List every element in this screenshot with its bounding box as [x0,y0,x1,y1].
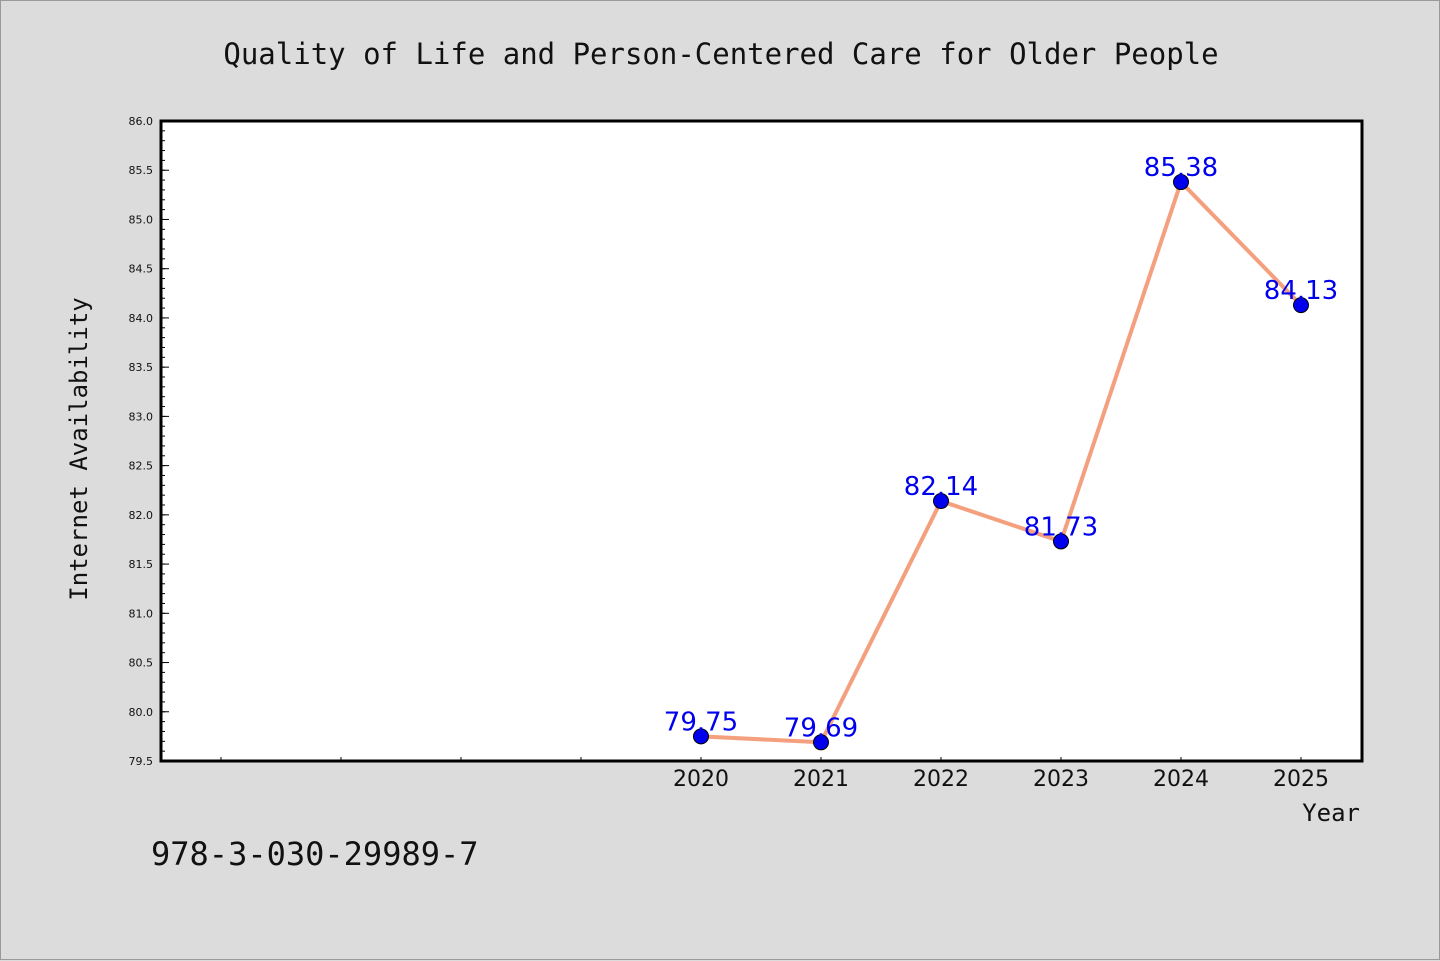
y-axis: 79.5 80.0 80.5 81.0 81.5 82.0 82.5 83.0 83.5 84.0… [129,115,169,768]
x-tick-label: 2025 [1273,767,1329,792]
x-tick-label: 2022 [913,767,969,792]
y-tick-label: 80.0 [129,706,154,719]
x-axis-label: Year [1302,799,1360,827]
x-tick-label: 2020 [673,767,729,792]
y-tick-label: 82.5 [129,460,154,473]
y-tick-label: 84.5 [129,263,154,276]
y-tick-label: 86.0 [129,115,154,128]
series-line [700,180,1303,745]
data-label: 84.13 [1264,276,1338,306]
y-tick-label: 80.5 [129,657,154,670]
x-axis: 2020 2021 2022 2023 2024 2025 [220,757,1329,792]
data-label: 85.38 [1144,153,1218,183]
isbn-footer: 978-3-030-29989-7 [151,835,479,873]
data-label: 81.73 [1024,512,1098,542]
chart-title: Quality of Life and Person-Centered Care… [223,37,1218,71]
y-tick-label: 83.0 [129,410,154,423]
y-tick-label: 81.5 [129,558,154,571]
data-point [813,734,829,751]
x-tick-label: 2023 [1033,767,1089,792]
data-label: 79.69 [784,713,858,743]
data-point [1173,174,1189,191]
y-tick-label: 85.0 [129,213,154,226]
data-label: 79.75 [664,707,738,737]
plot-area [159,119,1364,763]
y-tick-label: 84.0 [129,312,154,325]
data-label: 82.14 [904,472,978,502]
y-tick-label: 85.5 [129,164,154,177]
data-point [1053,533,1069,550]
y-tick-label: 83.5 [129,361,154,374]
data-point [693,728,709,745]
data-point [1293,297,1309,314]
y-tick-label: 82.0 [129,509,154,522]
y-axis-label: Internet Availability [65,297,93,600]
y-tick-label: 79.5 [129,755,154,768]
series-group: 79.75 79.69 82.14 81.73 85.38 84.13 [664,153,1338,751]
y-tick-label: 81.0 [129,607,154,620]
x-tick-label: 2021 [793,767,849,792]
data-point [933,493,949,510]
x-tick-label: 2024 [1153,767,1209,792]
